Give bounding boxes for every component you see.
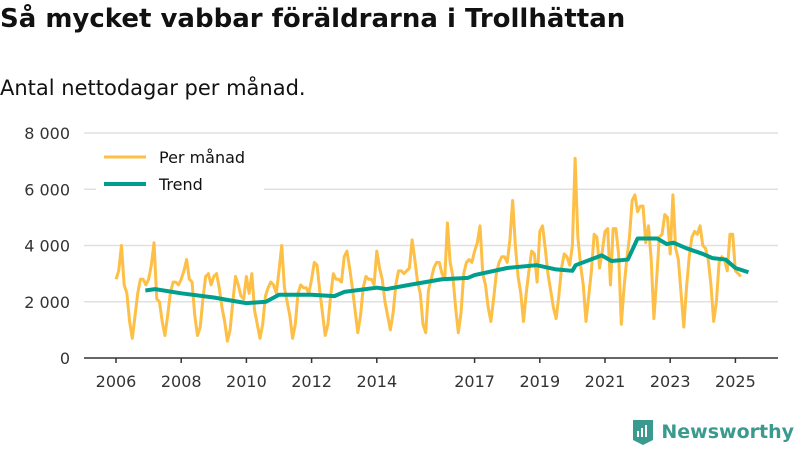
- newsworthy-logo: Newsworthy: [631, 418, 794, 446]
- bar-chart-logo-icon: [633, 420, 654, 445]
- legend-label: Trend: [158, 175, 203, 194]
- x-tick-label: 2008: [161, 372, 202, 391]
- legend-label: Per månad: [159, 148, 245, 167]
- y-tick-label: 4 000: [24, 237, 70, 256]
- x-tick-label: 2010: [226, 372, 267, 391]
- y-tick-label: 8 000: [24, 124, 70, 143]
- x-tick-label: 2012: [291, 372, 332, 391]
- x-tick-label: 2014: [356, 372, 397, 391]
- y-tick-label: 0: [60, 349, 70, 368]
- x-tick-label: 2017: [454, 372, 495, 391]
- brand-name: Newsworthy: [661, 421, 794, 443]
- x-tick-label: 2006: [96, 372, 137, 391]
- y-tick-label: 6 000: [24, 180, 70, 199]
- chart-subtitle: Antal nettodagar per månad.: [0, 76, 306, 100]
- x-tick-label: 2021: [585, 372, 626, 391]
- x-tick-label: 2019: [519, 372, 560, 391]
- chart-title: Så mycket vabbar föräldrarna i Trollhätt…: [0, 4, 626, 34]
- x-tick-label: 2023: [650, 372, 691, 391]
- series-line-trend: [145, 236, 750, 306]
- series-line-per-manad: [114, 156, 742, 343]
- x-tick-label: 2025: [715, 372, 756, 391]
- y-tick-label: 2 000: [24, 293, 70, 312]
